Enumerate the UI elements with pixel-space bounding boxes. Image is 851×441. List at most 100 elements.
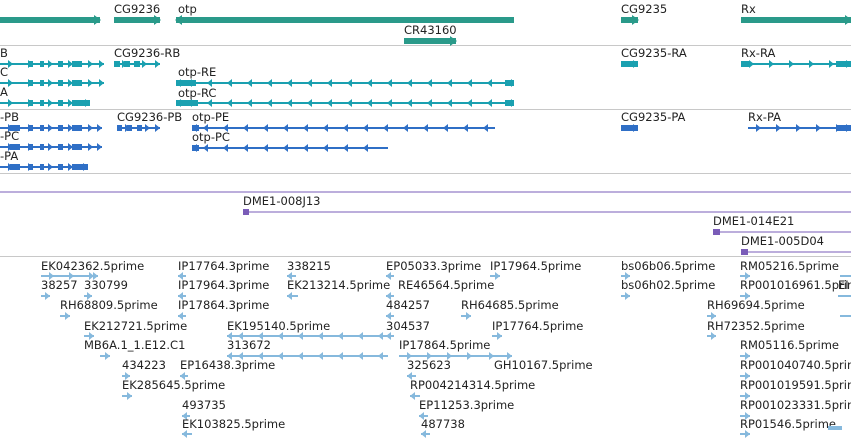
ests-feature[interactable]: EP05033.3prime [386, 259, 481, 280]
feature-label: CG9236-PB [117, 110, 182, 124]
ests-feature[interactable] [840, 275, 851, 277]
strand-arrow [99, 60, 104, 68]
clones-feature[interactable]: DME1-008J13 [243, 194, 851, 215]
strand-arrow [48, 124, 53, 132]
feature-label: EK103825.5prime [182, 417, 285, 431]
feature-label: IP17964.5prime [490, 259, 581, 273]
strand-arrow [122, 60, 127, 68]
ests-feature[interactable]: 38257 [41, 278, 78, 300]
ests-feature[interactable]: EK195140.5prime [227, 319, 388, 340]
genes-feature[interactable]: CG9236 [114, 2, 161, 25]
ests-feature[interactable]: RP004214314.5prime [410, 378, 535, 400]
track-genes: CG9236 otp CR43160 CG9235 Rx [0, 2, 851, 46]
strand-arrow [258, 332, 263, 340]
ests-feature[interactable]: RH64685.5prime [461, 298, 559, 320]
ests-feature[interactable]: RH68809.5prime [60, 298, 158, 320]
transcripts-feature[interactable]: CG9236-RB [114, 46, 180, 68]
feature-line [404, 38, 456, 44]
ests-feature[interactable]: EI [838, 278, 851, 297]
ests-feature[interactable]: 330799 [84, 278, 128, 300]
ests-feature[interactable]: IP17864.5prime [399, 338, 494, 360]
transcripts-feature[interactable]: otp-RE [176, 65, 514, 87]
transcripts-feature[interactable]: Rx-RA [741, 46, 851, 68]
strand-arrow [387, 79, 392, 87]
feature-label: RP001019591.5prime [740, 378, 851, 392]
strand-arrow [247, 79, 252, 87]
proteins-feature[interactable]: otp-PE [192, 110, 495, 132]
genes-feature[interactable]: Rx [741, 2, 851, 25]
strand-arrow [745, 352, 750, 360]
strand-arrow [358, 352, 363, 360]
strand-arrow [49, 272, 54, 280]
proteins-feature[interactable]: Rx-PA [748, 110, 851, 132]
ests-feature[interactable]: RH72352.5prime [707, 319, 805, 340]
transcripts-feature[interactable]: A [0, 85, 90, 107]
ests-feature[interactable]: RE46564.5prime [386, 278, 494, 300]
clones-feature[interactable]: DME1-014E21 [713, 214, 851, 235]
strand-arrow [28, 60, 33, 68]
ests-feature[interactable]: RM05216.5prime [740, 259, 839, 280]
ests-feature[interactable]: 487738 [421, 417, 465, 438]
genes-feature[interactable]: CR43160 [404, 23, 457, 46]
clones-feature[interactable] [0, 191, 851, 193]
ests-feature[interactable]: IP17764.5prime [492, 319, 583, 340]
ests-feature[interactable]: bs06b06.5prime [621, 259, 715, 280]
ests-feature[interactable]: EK212721.5prime [84, 319, 187, 340]
ests-feature[interactable]: EP16438.3prime [180, 358, 275, 380]
proteins-feature[interactable]: CG9235-PA [621, 110, 686, 132]
ests-feature[interactable]: 484257 [386, 298, 430, 320]
strand-arrow [318, 332, 323, 340]
feature-label: CG9235-RA [621, 46, 687, 60]
genes-feature[interactable] [0, 15, 101, 25]
feature-label: CG9235 [621, 2, 667, 16]
strand-arrow [68, 124, 73, 132]
ests-feature[interactable]: RP001016961.5prime [740, 278, 851, 300]
ests-feature[interactable]: IP17864.3prime [178, 298, 269, 320]
proteins-feature[interactable]: CG9236-PB [117, 110, 182, 132]
ests-feature[interactable]: RP01546.5prime [740, 417, 836, 438]
ests-feature[interactable]: EK042362.5prime [41, 259, 144, 280]
transcripts-feature[interactable]: otp-RC [176, 86, 514, 107]
ests-feature[interactable]: 304537 [386, 319, 430, 340]
genes-feature[interactable]: otp [175, 2, 514, 25]
ests-feature[interactable]: EP11253.3prime [419, 398, 514, 420]
ests-feature[interactable]: EK285645.5prime [122, 378, 225, 400]
ests-feature[interactable]: IP17964.5prime [490, 259, 581, 280]
ests-feature[interactable]: RP001019591.5prime [740, 378, 851, 400]
ests-feature[interactable]: RP001023331.5prime [740, 398, 851, 420]
ests-feature[interactable]: RP001040740.5prime [740, 358, 851, 380]
feature-line [741, 63, 851, 65]
ests-feature[interactable]: RH69694.5prime [707, 298, 805, 320]
ests-feature[interactable]: 493735 [182, 398, 226, 420]
feature-line [621, 17, 638, 23]
ests-feature[interactable] [840, 315, 851, 317]
strand-arrow [367, 99, 372, 107]
strand-arrow [105, 352, 110, 360]
ests-feature[interactable]: GH10167.5prime [494, 352, 593, 372]
ests-feature[interactable] [828, 426, 842, 430]
proteins-feature[interactable]: -PA [0, 149, 88, 171]
genes-feature[interactable]: CG9235 [621, 2, 667, 25]
ests-feature[interactable]: RM05116.5prime [740, 338, 839, 360]
proteins-feature[interactable]: otp-PC [192, 130, 388, 152]
ests-feature[interactable]: bs06h02.5prime [621, 278, 715, 300]
proteins-feature[interactable]: -PB [0, 110, 102, 132]
ests-feature[interactable]: 338215 [287, 259, 331, 280]
clones-feature[interactable]: DME1-005D04 [741, 234, 851, 255]
feature-label: RP001040740.5prime [740, 358, 851, 372]
exon-block [58, 144, 63, 150]
ests-feature[interactable]: 434223 [122, 358, 166, 380]
ests-feature[interactable]: 325623 [407, 358, 451, 380]
transcripts-feature[interactable]: CG9235-RA [621, 46, 687, 68]
ests-feature[interactable]: MB6A.1_1.E12.C1 [84, 338, 185, 360]
transcripts-feature[interactable]: C [0, 65, 104, 87]
ests-feature[interactable]: EK213214.5prime [287, 278, 390, 300]
proteins-feature[interactable]: -PC [0, 129, 102, 151]
ests-feature[interactable]: IP17964.3prime [178, 278, 269, 300]
ests-feature[interactable]: EK103825.5prime [182, 417, 285, 438]
ests-feature[interactable]: IP17764.3prime [178, 259, 269, 280]
ests-feature[interactable]: 313672 [227, 338, 388, 360]
strand-arrow [378, 352, 383, 360]
transcripts-feature[interactable]: B [0, 46, 104, 68]
